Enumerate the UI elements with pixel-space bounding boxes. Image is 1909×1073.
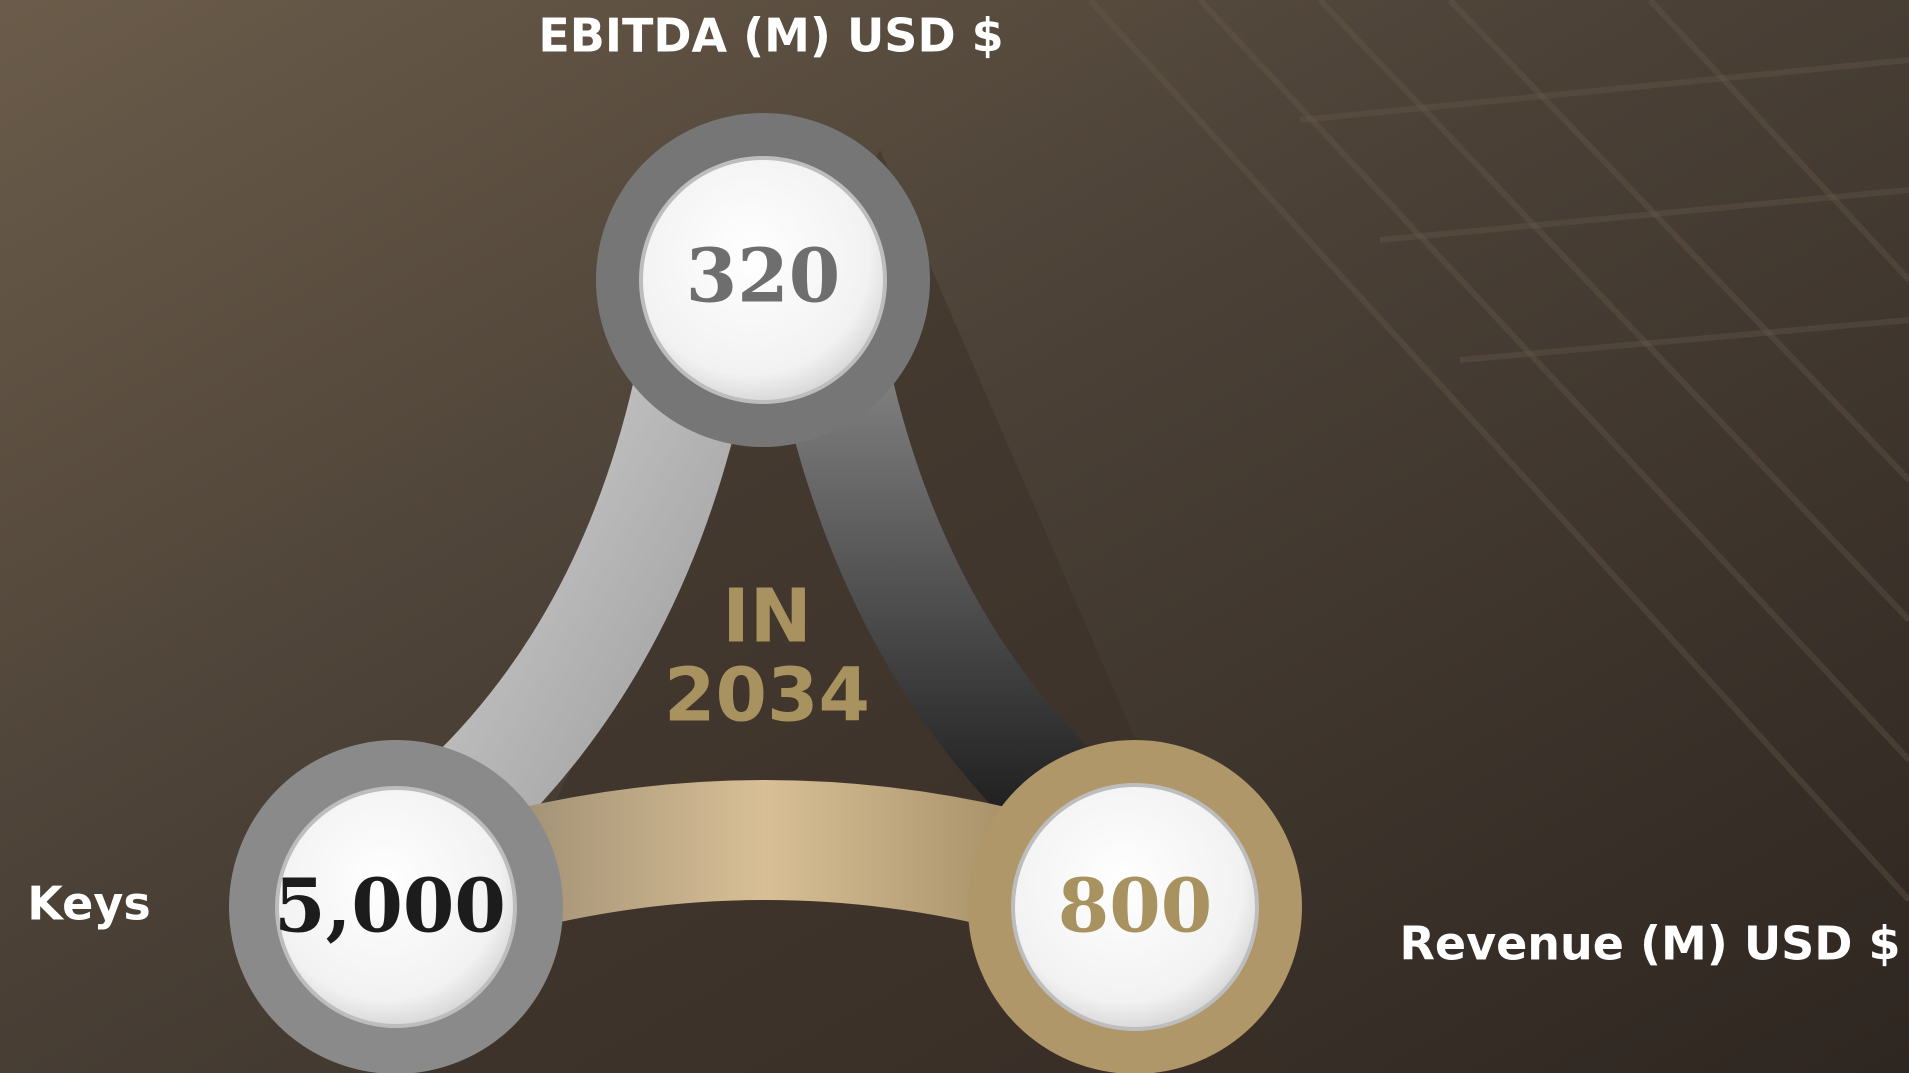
metric-label: Revenue (M) USD $	[1399, 917, 1900, 971]
bottom-connector	[480, 840, 1050, 880]
page: {"title": "EBITDA (M) USD $", "center": …	[0, 0, 1909, 1073]
center-line: 2034	[664, 653, 870, 739]
metric-label: Keys	[27, 877, 150, 931]
center-line: IN	[722, 574, 811, 660]
metric-value: 800	[1058, 864, 1212, 950]
metric-value: 5,000	[274, 864, 506, 950]
metric-value: 320	[686, 234, 840, 320]
infographic: EBITDA (M) USD $ 320 5,000 800 IN 2034 K…	[0, 0, 1909, 1073]
title: EBITDA (M) USD $	[538, 9, 1003, 63]
